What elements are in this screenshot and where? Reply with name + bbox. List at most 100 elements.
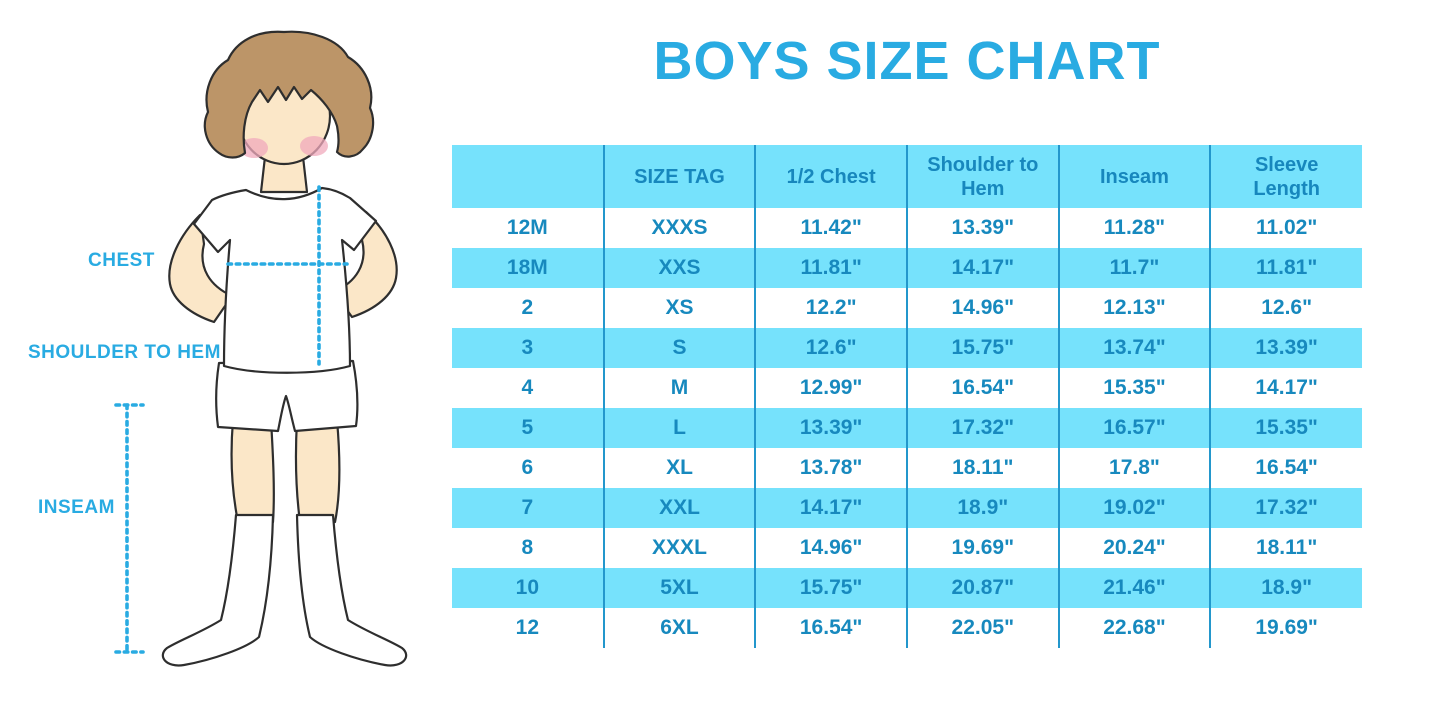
half-chest-cell: 13.78" <box>754 448 907 488</box>
header-cell-inseam: Inseam <box>1057 145 1211 208</box>
size-tag-cell: XXXL <box>602 528 756 568</box>
table-row: 10 5XL 15.75" 20.87" 21.46" 18.9" <box>452 568 1362 608</box>
sleeve-length-cell: 19.69" <box>1209 608 1362 648</box>
size-cell: 2 <box>521 296 534 319</box>
boy-cheek-right <box>300 136 328 156</box>
sleeve-length-cell: 18.9" <box>1209 568 1362 608</box>
header-row: SIZE TAG 1/2 Chest Shoulder to Hem Insea… <box>452 145 1362 208</box>
header-cell-size <box>452 145 604 208</box>
boy-shorts <box>215 359 359 433</box>
size-tag-cell: M <box>602 368 756 408</box>
header-cell-shoulder-to-hem: Shoulder to Hem <box>905 145 1059 208</box>
size-cell: 3 <box>521 336 534 359</box>
boy-right-arm <box>332 210 398 319</box>
table-row: 7 XXL 14.17" 18.9" 19.02" 17.32" <box>452 488 1362 528</box>
sleeve-length-cell: 16.54" <box>1209 448 1362 488</box>
boy-right-sock <box>295 513 408 667</box>
size-cell: 7 <box>521 496 534 519</box>
size-tag-cell: XXXS <box>602 208 756 248</box>
sleeve-length-cell: 15.35" <box>1209 408 1362 448</box>
size-table: SIZE TAG 1/2 Chest Shoulder to Hem Insea… <box>452 145 1362 648</box>
inseam-cell: 15.35" <box>1057 368 1211 408</box>
shoulder-to-hem-cell: 16.54" <box>905 368 1059 408</box>
boy-left-arm <box>168 213 234 324</box>
chest-label: CHEST <box>88 250 155 271</box>
inseam-cell: 21.46" <box>1057 568 1211 608</box>
sleeve-length-cell: 11.02" <box>1209 208 1362 248</box>
header-cell-sleeve-length: Sleeve Length <box>1209 145 1362 208</box>
half-chest-cell: 11.81" <box>754 248 907 288</box>
size-cell: 18M <box>506 256 548 279</box>
size-cell: 12 <box>515 616 539 639</box>
sleeve-length-cell: 17.32" <box>1209 488 1362 528</box>
size-tag-cell: 6XL <box>602 608 756 648</box>
sleeve-length-cell: 14.17" <box>1209 368 1362 408</box>
shoulder-to-hem-cell: 14.17" <box>905 248 1059 288</box>
inseam-cell: 22.68" <box>1057 608 1211 648</box>
size-cell: 12M <box>506 216 548 239</box>
boy-left-leg <box>230 418 275 524</box>
size-tag-cell: 5XL <box>602 568 756 608</box>
shoulder-to-hem-cell: 20.87" <box>905 568 1059 608</box>
shoulder-to-hem-cell: 18.11" <box>905 448 1059 488</box>
shoulder-to-hem-cell: 22.05" <box>905 608 1059 648</box>
half-chest-cell: 13.39" <box>754 408 907 448</box>
inseam-cell: 12.13" <box>1057 288 1211 328</box>
size-cell: 10 <box>515 576 539 599</box>
inseam-cell: 11.28" <box>1057 208 1211 248</box>
shoulder-to-hem-label: SHOULDER TO HEM <box>28 342 221 363</box>
boy-hair <box>203 30 375 159</box>
half-chest-cell: 14.96" <box>754 528 907 568</box>
size-tag-cell: XXS <box>602 248 756 288</box>
table-row: 4 M 12.99" 16.54" 15.35" 14.17" <box>452 368 1362 408</box>
half-chest-cell: 12.99" <box>754 368 907 408</box>
table-row: 3 S 12.6" 15.75" 13.74" 13.39" <box>452 328 1362 368</box>
size-tag-cell: XL <box>602 448 756 488</box>
shoulder-to-hem-cell: 14.96" <box>905 288 1059 328</box>
half-chest-cell: 15.75" <box>754 568 907 608</box>
shoulder-to-hem-cell: 15.75" <box>905 328 1059 368</box>
inseam-cell: 17.8" <box>1057 448 1211 488</box>
table-row: 12M XXXS 11.42" 13.39" 11.28" 11.02" <box>452 208 1362 248</box>
shoulder-to-hem-cell: 13.39" <box>905 208 1059 248</box>
sleeve-length-cell: 13.39" <box>1209 328 1362 368</box>
page-title: BOYS SIZE CHART <box>653 31 1161 91</box>
header-cell-size-tag: SIZE TAG <box>602 145 756 208</box>
half-chest-cell: 16.54" <box>754 608 907 648</box>
size-cell: 8 <box>521 536 534 559</box>
boy-right-leg <box>294 418 341 524</box>
size-tag-cell: XS <box>602 288 756 328</box>
boy-left-sock <box>161 513 275 667</box>
shoulder-to-hem-cell: 17.32" <box>905 408 1059 448</box>
inseam-cell: 20.24" <box>1057 528 1211 568</box>
header-cell-half-chest: 1/2 Chest <box>754 145 907 208</box>
half-chest-cell: 14.17" <box>754 488 907 528</box>
table-row: 6 XL 13.78" 18.11" 17.8" 16.54" <box>452 448 1362 488</box>
size-cell: 6 <box>521 456 534 479</box>
inseam-cell: 16.57" <box>1057 408 1211 448</box>
sleeve-length-cell: 18.11" <box>1209 528 1362 568</box>
inseam-label: INSEAM <box>38 497 115 518</box>
table-row: 8 XXXL 14.96" 19.69" 20.24" 18.11" <box>452 528 1362 568</box>
inseam-cell: 13.74" <box>1057 328 1211 368</box>
size-tag-cell: S <box>602 328 756 368</box>
table-row: 12 6XL 16.54" 22.05" 22.68" 19.69" <box>452 608 1362 648</box>
boy-illustration <box>114 30 408 667</box>
shoulder-to-hem-cell: 19.69" <box>905 528 1059 568</box>
boy-cheek-left <box>240 138 268 158</box>
half-chest-cell: 11.42" <box>754 208 907 248</box>
half-chest-cell: 12.2" <box>754 288 907 328</box>
table-row: 5 L 13.39" 17.32" 16.57" 15.35" <box>452 408 1362 448</box>
table-row: 18M XXS 11.81" 14.17" 11.7" 11.81" <box>452 248 1362 288</box>
size-tag-cell: XXL <box>602 488 756 528</box>
table-row: 2 XS 12.2" 14.96" 12.13" 12.6" <box>452 288 1362 328</box>
size-cell: 4 <box>521 376 534 399</box>
size-cell: 5 <box>521 416 534 439</box>
half-chest-cell: 12.6" <box>754 328 907 368</box>
inseam-cell: 19.02" <box>1057 488 1211 528</box>
sleeve-length-cell: 12.6" <box>1209 288 1362 328</box>
boy-shirt <box>192 186 378 374</box>
shoulder-to-hem-cell: 18.9" <box>905 488 1059 528</box>
sleeve-length-cell: 11.81" <box>1209 248 1362 288</box>
